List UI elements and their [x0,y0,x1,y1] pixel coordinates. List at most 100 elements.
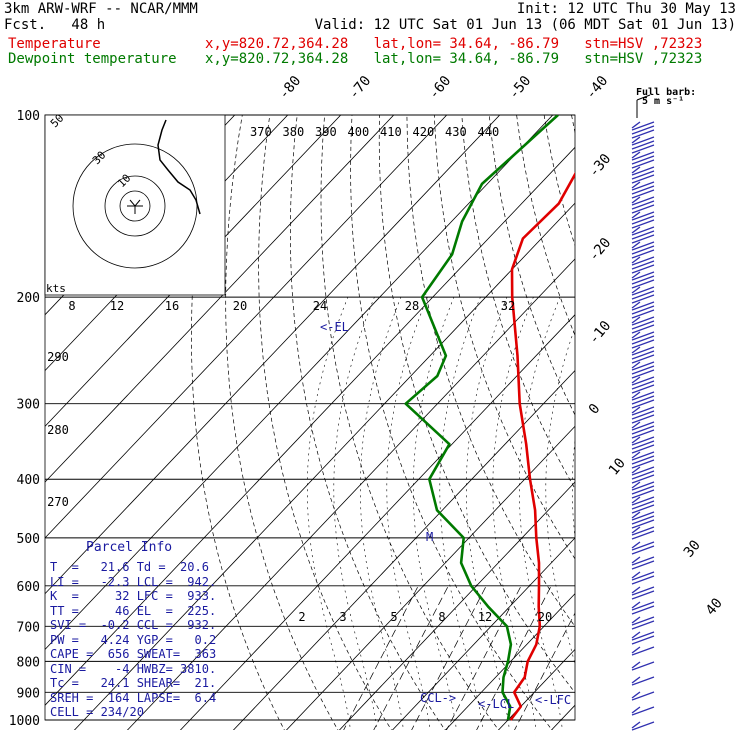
wind-speed-label: 20 [233,299,247,313]
moist-adiabat-line [572,438,575,541]
moist-adiabat-line [333,296,378,730]
hodograph-box [44,114,226,296]
wind-barb [631,346,655,364]
hodograph-center-marker [127,199,143,214]
wind-barb [631,661,655,671]
dewpoint-legend: Dewpoint temperature [8,51,177,67]
wind-barb [631,211,655,229]
wind-barb [631,406,655,424]
isotherm-line [285,425,575,730]
forecast-hour: Fcst. 48 h [4,17,106,33]
moist-adiabat-line [307,296,351,730]
wind-barb [631,646,655,656]
annotation-lcl: <-LCL [478,697,514,711]
parcel-info-row: K = 32 LFC = 933. [50,589,217,603]
theta-label: 380 [283,125,305,139]
pressure-label: 100 [17,109,40,124]
wind-barb-legend-title: Full barb: [636,87,696,98]
wind-speed-label: 28 [405,299,419,313]
annotation-ccl: CCL-> [420,691,456,705]
parcel-info-row: CELL = 234/20 [50,705,144,719]
wind-barb [631,136,655,154]
isotherm-line [45,115,554,651]
temperature-tick-label: -10 [586,318,615,348]
wind-barb [631,631,655,645]
wind-barb [631,571,655,585]
dry-adiabat-line [433,115,575,560]
dry-adiabat-line [571,115,575,135]
parcel-info-row: SREH = 164 LAPSE= 6.4 [50,690,217,705]
mixing-ratio-label: 3 [339,610,346,624]
wind-barb [631,601,655,615]
wind-barb [631,361,655,379]
parcel-info-row: CIN = -4 HWBZ= 3810. [50,661,217,676]
isotherm-line [45,115,342,427]
parcel-info-row: TT = 46 EL = 225. [50,603,217,618]
mixing-ratio-line [343,585,419,730]
isotherm-line [73,202,575,730]
isotherm-line [550,704,575,730]
parcel-info-row: Tc = 24.1 SHEAR= 21. [50,676,217,690]
isotherm-line [126,258,575,730]
isotherm-line [45,146,575,706]
temperature-tick-label: -30 [586,151,615,181]
temperature-location: x,y=820.72,364.28 lat,lon= 34.64, -86.79… [205,36,703,52]
pressure-label: 800 [17,655,40,670]
wind-barb-legend-unit: 5 m s⁻¹ [642,96,684,107]
moist-adiabat-line [519,296,563,730]
pressure-label: 400 [17,473,40,488]
theta-label: 370 [250,125,272,139]
moist-adiabat-line [466,296,510,730]
theta-e-label: 270 [47,495,69,509]
theta-label: 440 [478,125,500,139]
dry-adiabat-line [488,115,575,416]
dry-adiabat-line [225,115,339,730]
wind-barb [631,586,655,600]
wind-barb [631,196,655,214]
parcel-info-row: CAPE = 656 SWEAT= 363 [50,647,217,661]
wind-barb [631,286,655,304]
valid-time: Valid: 12 UTC Sat 01 Jun 13 (06 MDT Sat … [314,17,736,33]
wind-barb [631,166,655,184]
mixing-ratio-line [411,585,487,730]
wind-barb [631,421,655,439]
parcel-info-row: LI = -2.3 LCL = 942. [50,574,217,589]
mixing-ratio-line [446,585,522,730]
dry-adiabat-line [378,115,575,694]
annotation-m: M [426,530,433,544]
wind-barb-legend-flag [636,94,651,101]
wind-barb [631,691,655,701]
wind-speed-label: 24 [313,299,327,313]
isotherm-line [655,102,740,733]
wind-barb [631,436,655,454]
isotherm-line [179,314,575,730]
mixing-ratio-label: 5 [390,610,397,624]
isotherm-line [45,115,448,539]
kts-label: kts [46,282,66,295]
plot-frame [44,114,576,721]
isotherm-line [232,369,575,730]
dry-adiabat-line [191,115,285,730]
temperature-tick-label: -50 [506,73,535,103]
parcel-info-row: T = 21.6 Td = 20.6 [50,560,209,574]
temperature-profile [509,171,575,721]
temperature-tick-label: -60 [426,73,455,103]
init-time: Init: 12 UTC Thu 30 May 13 [516,1,736,17]
dry-adiabat-line [599,115,740,733]
wind-barb [631,616,655,630]
wind-barb [631,391,655,409]
parcel-info-row: SVI = -0.2 CCL = 932. [50,618,217,632]
wind-barb [631,451,655,469]
moist-adiabat-line [492,296,537,730]
dry-adiabat-line [258,115,392,730]
theta-label: 420 [413,125,435,139]
wind-barb [631,541,655,555]
dry-adiabat-line [290,115,446,730]
wind-barb [631,481,655,499]
mixing-ratio-label: 12 [478,610,492,624]
temperature-legend: Temperature [8,36,101,52]
wind-barb [631,496,655,514]
isotherm-line [391,537,575,730]
dry-adiabat-line [350,115,553,730]
